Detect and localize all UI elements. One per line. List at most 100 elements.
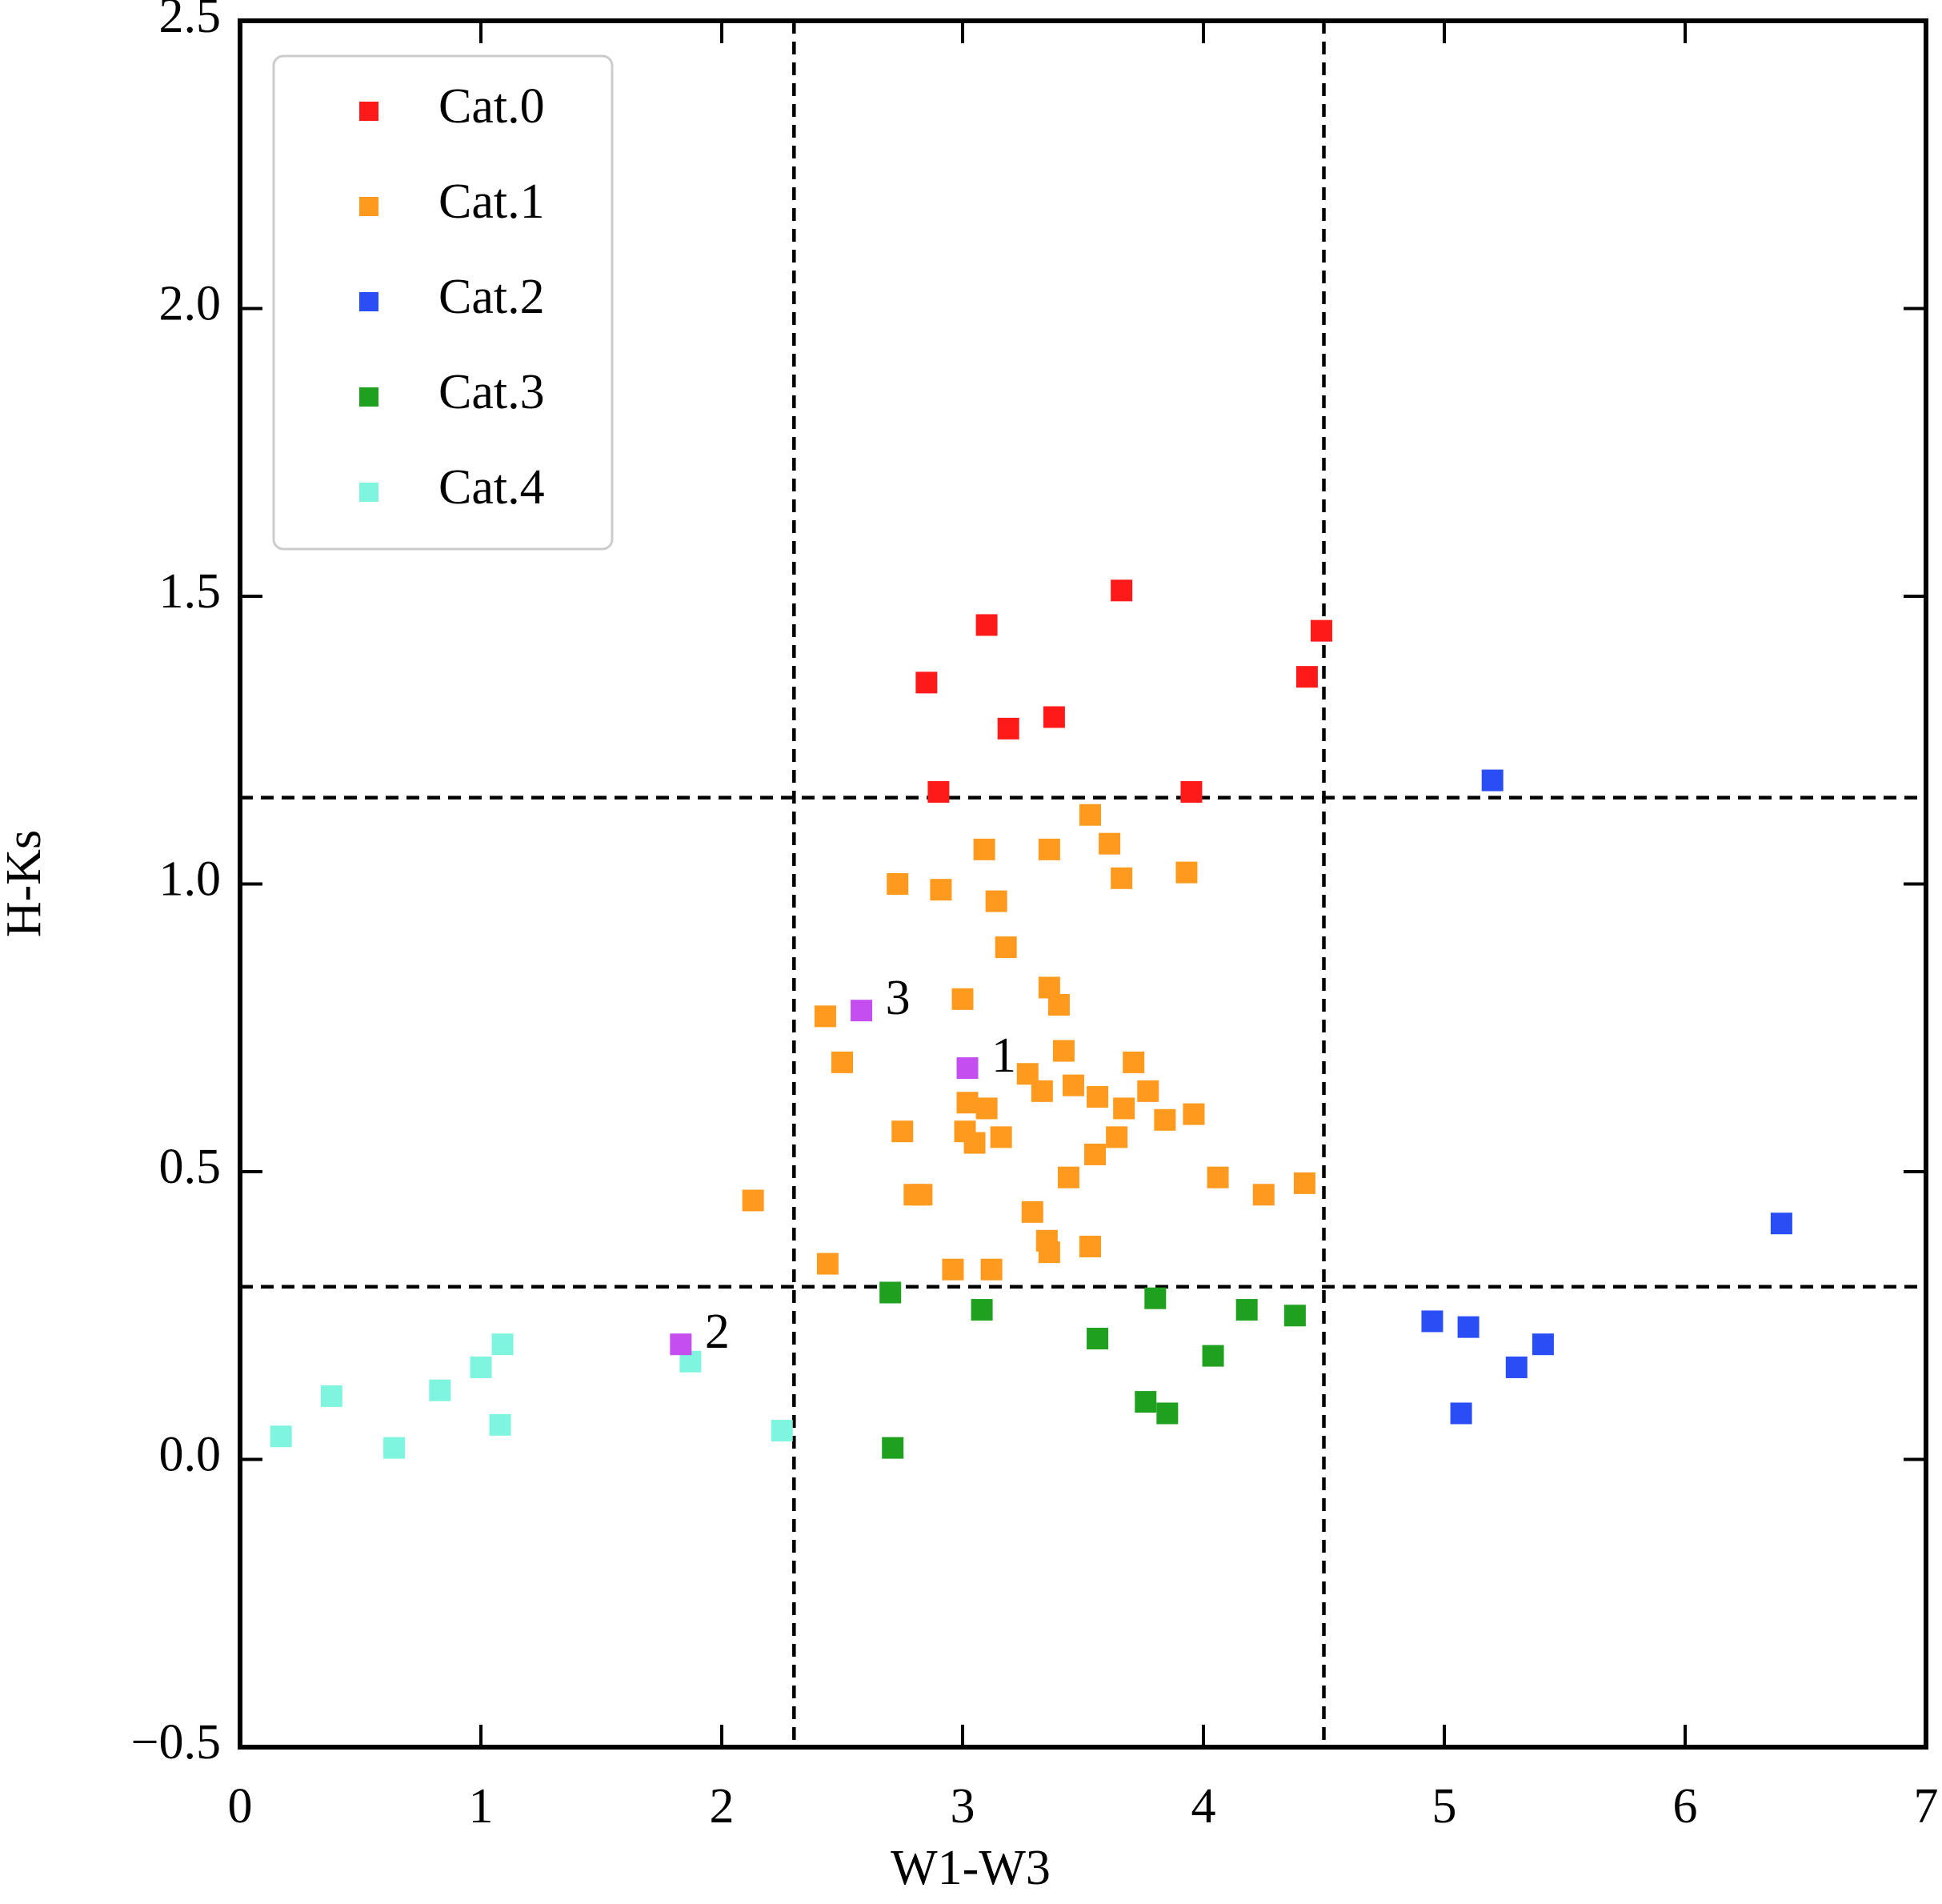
point xyxy=(771,1420,793,1442)
point xyxy=(995,936,1017,959)
point xyxy=(1293,1172,1315,1194)
point xyxy=(927,780,950,803)
point xyxy=(1038,838,1060,860)
point xyxy=(891,1120,914,1143)
y-tick-label: −0.5 xyxy=(131,1715,221,1770)
x-tick-label: 2 xyxy=(710,1779,735,1834)
point xyxy=(985,890,1007,912)
point xyxy=(1021,1201,1043,1223)
legend-label: Cat.4 xyxy=(438,460,545,515)
legend-marker xyxy=(359,197,378,216)
point xyxy=(997,717,1019,740)
point xyxy=(383,1437,406,1459)
legend: Cat.0 Cat.1 Cat.2 Cat.3 Cat.4 xyxy=(272,54,614,551)
point xyxy=(1481,769,1504,792)
point xyxy=(930,879,952,901)
point xyxy=(887,873,909,895)
point xyxy=(980,1258,1003,1281)
x-tick-label: 4 xyxy=(1191,1779,1216,1834)
point xyxy=(1137,1080,1159,1102)
point xyxy=(1043,706,1065,728)
point xyxy=(1457,1316,1480,1338)
point xyxy=(990,1126,1012,1148)
point xyxy=(1252,1184,1275,1206)
point xyxy=(882,1437,904,1459)
point xyxy=(1183,1103,1205,1125)
legend-label: Cat.3 xyxy=(438,365,545,419)
point xyxy=(956,1092,979,1114)
x-tick-label: 1 xyxy=(469,1779,494,1834)
point-annotation: 3 xyxy=(886,971,911,1025)
point xyxy=(1087,1328,1109,1350)
point xyxy=(1154,1108,1176,1131)
y-tick-label: 2.0 xyxy=(159,277,222,331)
point xyxy=(470,1356,492,1378)
point xyxy=(831,1051,853,1073)
x-tick-label: 6 xyxy=(1673,1779,1698,1834)
point xyxy=(489,1413,511,1436)
point xyxy=(1123,1051,1145,1073)
point xyxy=(1283,1305,1306,1327)
point xyxy=(1421,1310,1443,1333)
point xyxy=(1057,1166,1079,1188)
point xyxy=(956,1057,979,1080)
y-tick-label: 0.0 xyxy=(159,1428,222,1482)
point xyxy=(975,614,998,636)
point xyxy=(1111,867,1133,889)
point-annotation: 1 xyxy=(991,1028,1016,1083)
legend-marker xyxy=(359,483,378,502)
x-tick-label: 7 xyxy=(1914,1779,1939,1834)
point xyxy=(851,1000,873,1022)
legend-label: Cat.0 xyxy=(438,79,545,134)
point xyxy=(1038,1241,1060,1264)
point xyxy=(1202,1345,1224,1367)
y-tick-label: 0.5 xyxy=(159,1140,222,1194)
y-tick-label: 1.0 xyxy=(159,852,222,907)
point-annotation: 2 xyxy=(705,1305,730,1359)
point xyxy=(491,1333,514,1356)
point xyxy=(879,1281,902,1304)
point xyxy=(1079,1235,1102,1257)
legend-label: Cat.1 xyxy=(438,174,545,229)
x-axis-label: W1-W3 xyxy=(891,1841,1051,1895)
point xyxy=(429,1379,451,1401)
x-tick-label: 3 xyxy=(951,1779,975,1834)
point xyxy=(1175,861,1198,884)
point xyxy=(1062,1074,1084,1096)
legend-marker xyxy=(359,102,378,121)
point xyxy=(1505,1356,1528,1378)
point xyxy=(971,1299,993,1321)
point xyxy=(1310,619,1332,642)
y-tick-label: 2.5 xyxy=(159,0,222,43)
point xyxy=(670,1333,692,1356)
point xyxy=(270,1425,292,1448)
point xyxy=(1087,1086,1109,1108)
x-tick-label: 0 xyxy=(228,1779,253,1834)
x-tick-label: 5 xyxy=(1432,1779,1457,1834)
y-tick-label: 1.5 xyxy=(159,564,222,619)
point xyxy=(1450,1402,1472,1425)
point xyxy=(814,1005,836,1028)
point xyxy=(1099,832,1121,855)
point xyxy=(915,671,938,694)
point xyxy=(951,988,974,1010)
point xyxy=(1532,1333,1554,1356)
point xyxy=(1106,1126,1128,1148)
legend-label: Cat.2 xyxy=(438,270,545,324)
legend-marker xyxy=(359,387,378,407)
point xyxy=(1235,1299,1258,1321)
point xyxy=(1156,1402,1179,1425)
point xyxy=(320,1385,342,1407)
point xyxy=(1084,1143,1107,1165)
point xyxy=(1111,579,1133,602)
point xyxy=(1052,1040,1075,1062)
point xyxy=(975,1097,998,1120)
point xyxy=(1031,1080,1053,1102)
y-axis-label: H-Ks xyxy=(0,830,51,937)
point xyxy=(1047,993,1070,1016)
plot-frame xyxy=(238,18,1928,1750)
point xyxy=(1144,1287,1167,1309)
point xyxy=(1295,666,1318,688)
point xyxy=(942,1258,964,1281)
